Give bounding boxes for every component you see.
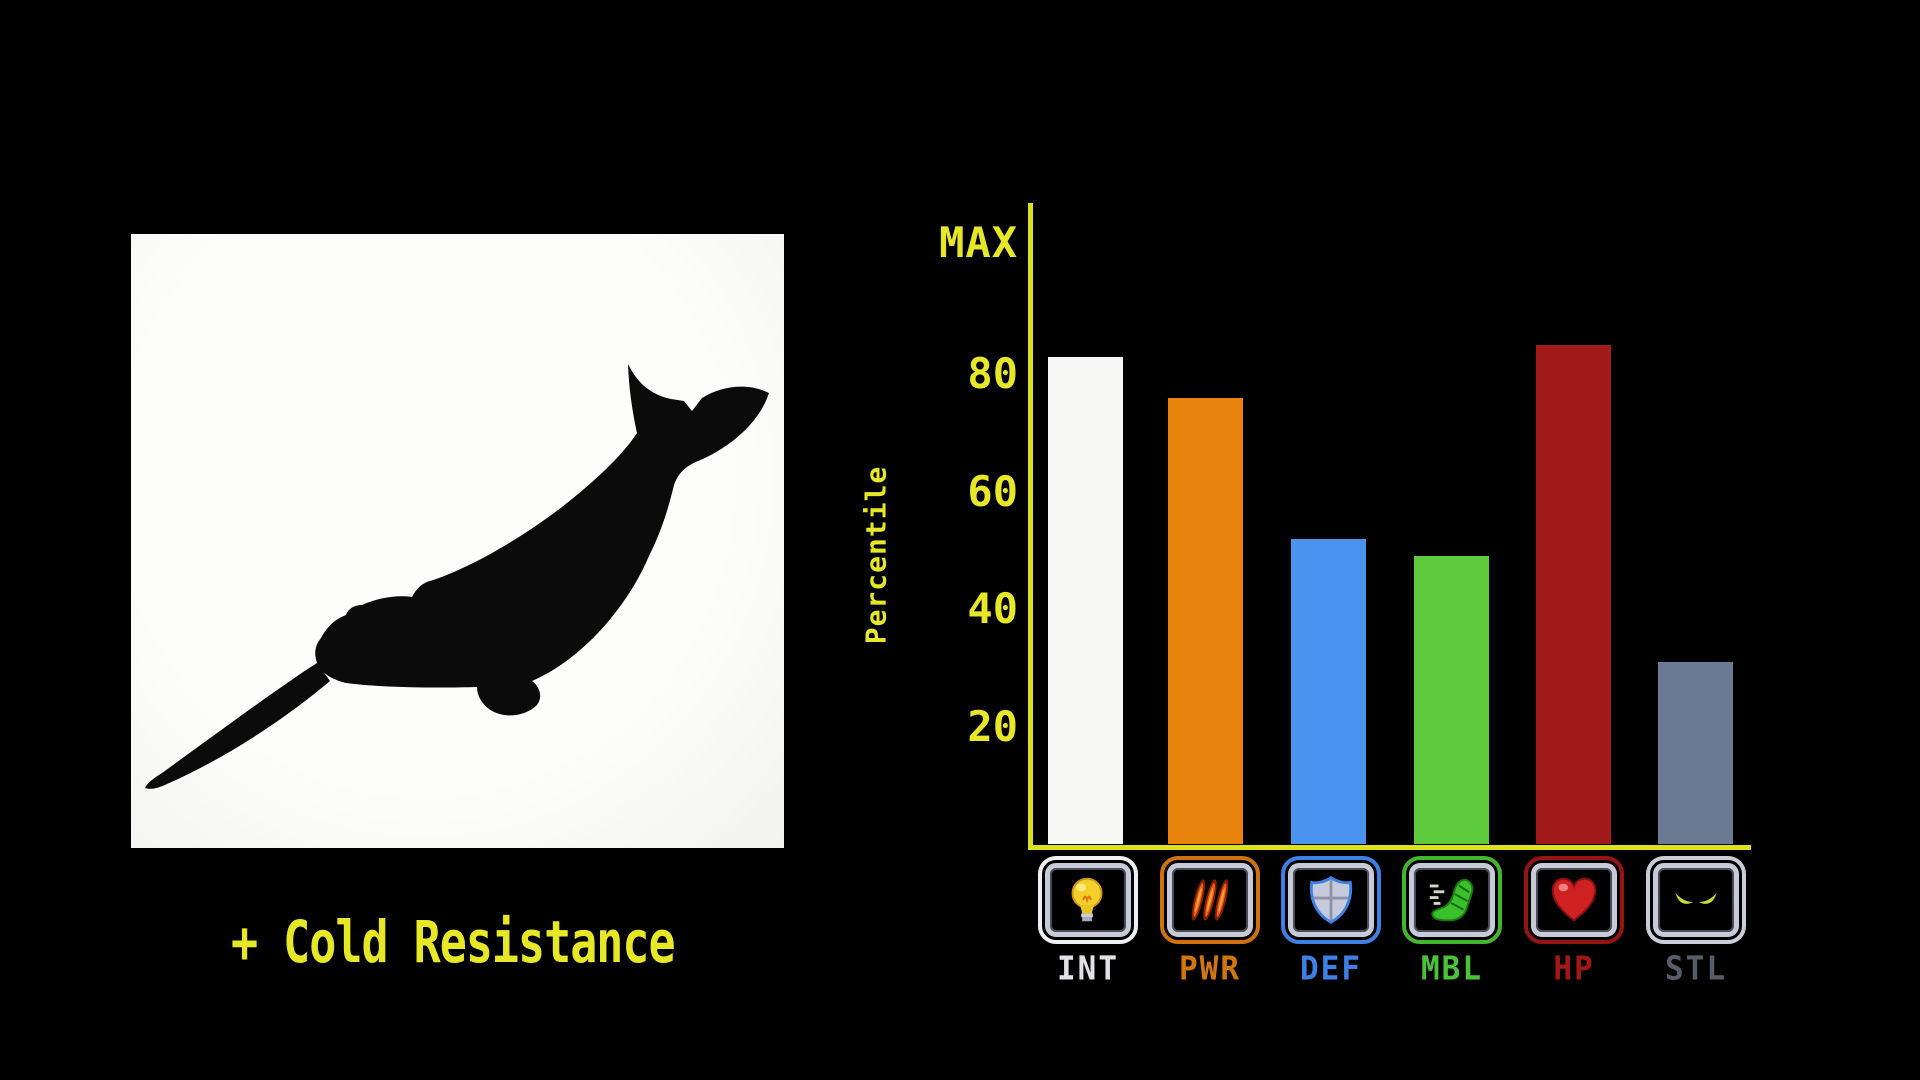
species-image-panel <box>131 234 784 848</box>
y-tick-label: 80 <box>967 349 1018 398</box>
lightbulb-icon <box>1071 877 1103 922</box>
winged-foot-icon <box>1429 878 1474 922</box>
pwr-button[interactable] <box>1160 856 1260 944</box>
stealth-eyes-icon <box>1675 893 1717 904</box>
trait-caption: + Cold Resistance <box>231 908 676 976</box>
stl-button[interactable] <box>1646 856 1746 944</box>
heart-icon <box>1551 877 1597 922</box>
narwhal-silhouette <box>145 364 769 789</box>
stat-label-hp: HP <box>1553 950 1595 988</box>
mbl-button[interactable] <box>1402 856 1502 944</box>
stat-bar-int <box>1048 357 1123 844</box>
x-axis-line <box>1028 845 1751 850</box>
stat-label-stl: STL <box>1665 950 1727 988</box>
stat-cell-pwr: PWR <box>1160 856 1260 988</box>
y-tick-label: 40 <box>967 584 1018 633</box>
stat-bar-stl <box>1658 662 1733 844</box>
stat-cell-def: DEF <box>1281 856 1381 988</box>
stat-bar-mbl <box>1414 556 1489 844</box>
stat-cell-mbl: MBL <box>1402 856 1502 988</box>
stat-label-mbl: MBL <box>1421 950 1483 988</box>
stat-bar-hp <box>1536 345 1611 844</box>
stat-label-int: INT <box>1057 950 1119 988</box>
stat-cell-hp: HP <box>1524 856 1624 988</box>
y-tick-label: 60 <box>967 467 1018 516</box>
shield-icon <box>1309 876 1353 924</box>
y-axis-max-label: MAX <box>939 218 1018 267</box>
stat-label-def: DEF <box>1300 950 1362 988</box>
stat-bar-def <box>1291 539 1366 844</box>
y-axis-line <box>1028 203 1033 850</box>
hp-button[interactable] <box>1524 856 1624 944</box>
y-axis-title: Percentile <box>859 465 893 645</box>
def-button[interactable] <box>1281 856 1381 944</box>
claw-scratches-icon <box>1191 879 1229 921</box>
int-button[interactable] <box>1038 856 1138 944</box>
stat-cell-int: INT <box>1038 856 1138 988</box>
stat-bar-pwr <box>1168 398 1243 844</box>
stat-label-pwr: PWR <box>1179 950 1241 988</box>
y-tick-label: 20 <box>967 702 1018 751</box>
stat-cell-stl: STL <box>1646 856 1746 988</box>
